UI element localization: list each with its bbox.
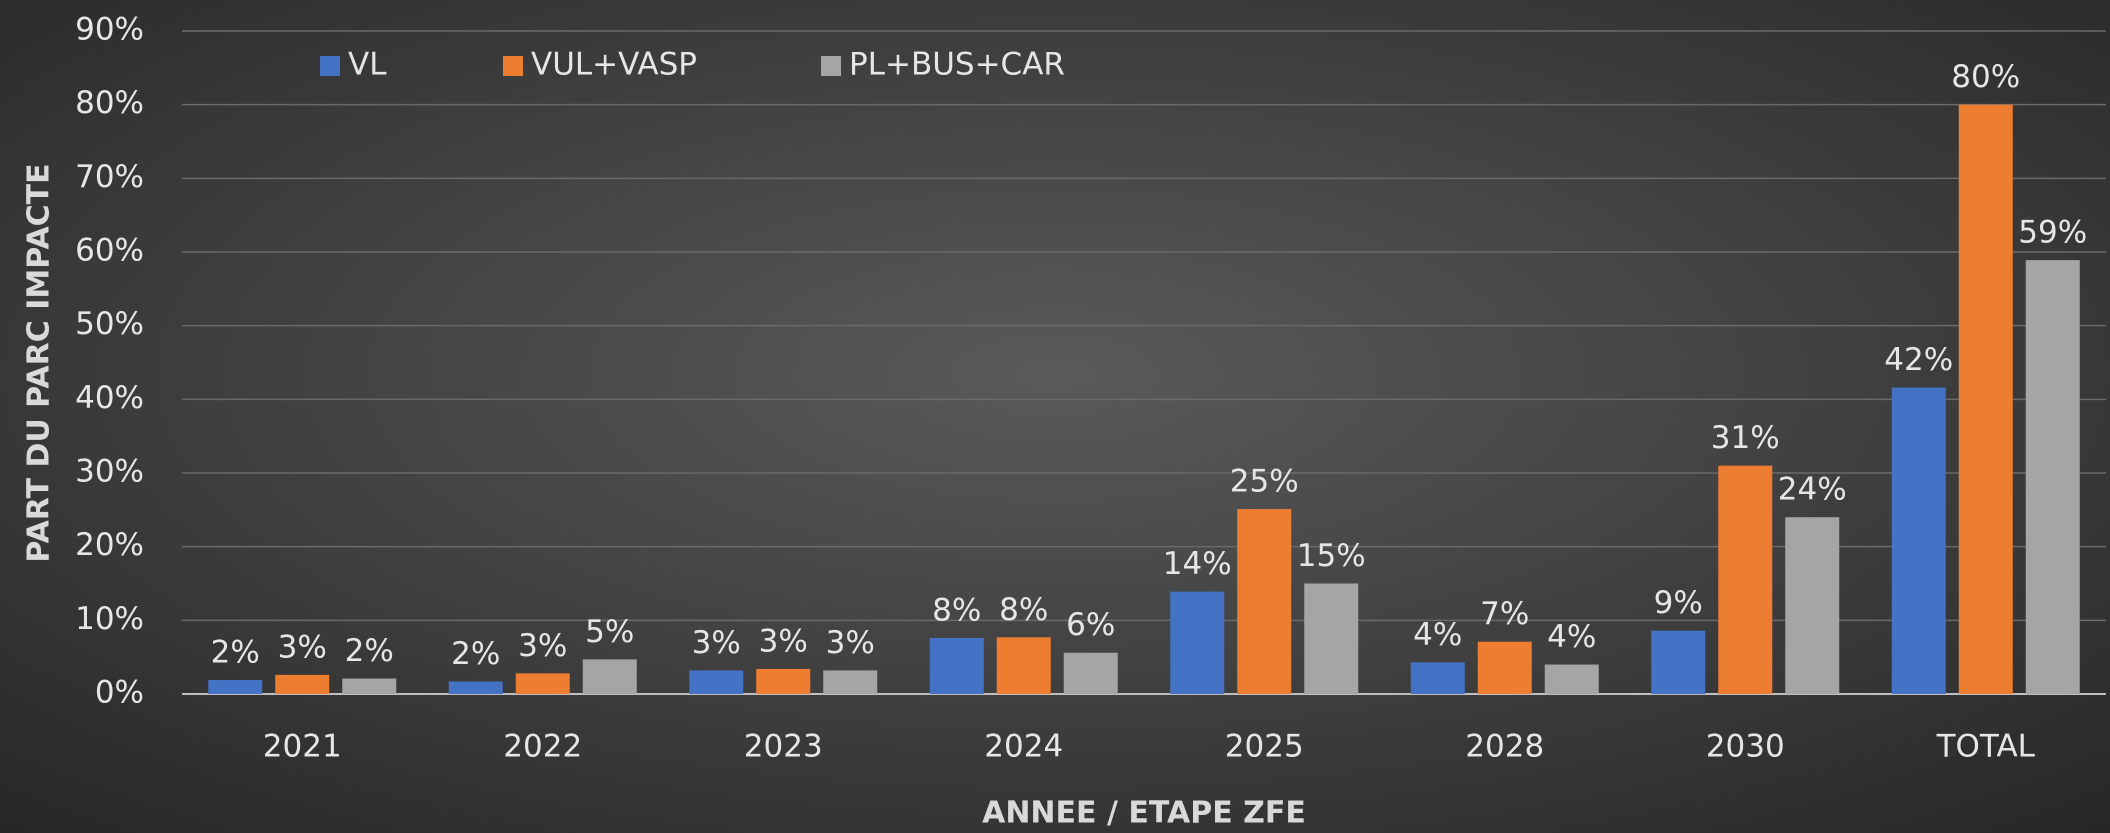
data-label: 5% [585,614,634,650]
data-label: 80% [1951,59,2020,95]
bar [208,680,263,694]
bar [929,638,984,694]
data-label: 59% [2018,215,2087,251]
legend-swatch [320,56,340,76]
bar [448,681,503,694]
legend-swatch [821,56,841,76]
data-label: 25% [1230,464,1299,500]
y-tick-label: 80% [75,85,144,121]
data-label: 3% [826,625,875,661]
data-label: 2% [451,636,500,672]
x-axis-title: ANNEE / ETAPE ZFE [982,796,1306,831]
legend-label: VUL+VASP [531,47,697,83]
bar [1785,517,1840,694]
bar [582,659,637,694]
data-label: 42% [1884,342,1953,378]
data-label: 3% [518,628,567,664]
bar [1651,630,1706,694]
data-label: 9% [1654,585,1703,621]
data-label: 14% [1163,546,1232,582]
data-label: 15% [1297,538,1366,574]
bar [1958,104,2013,694]
bar [689,670,744,694]
data-label: 7% [1480,596,1529,632]
data-label: 2% [345,633,394,669]
bar [1477,641,1532,694]
data-label: 4% [1547,619,1596,655]
y-tick-label: 30% [75,454,144,490]
y-tick-label: 0% [95,675,144,711]
x-tick-label: 2025 [1225,729,1304,765]
x-tick-label: 2030 [1706,729,1785,765]
bar [275,674,330,694]
data-label: 31% [1711,420,1780,456]
bar [515,673,570,694]
y-tick-label: 10% [75,601,144,637]
data-label: 24% [1778,472,1847,508]
bar [1063,652,1118,694]
bar [2025,260,2080,694]
y-tick-label: 40% [75,380,144,416]
bar [1237,509,1292,694]
x-tick-label: 2022 [503,729,582,765]
x-tick-label: 2023 [744,729,823,765]
data-label: 8% [999,592,1048,628]
bar [1410,662,1465,694]
data-label: 2% [211,635,260,671]
data-label: 3% [759,623,808,659]
x-tick-label: 2024 [984,729,1063,765]
data-label: 8% [932,593,981,629]
y-tick-label: 60% [75,233,144,269]
x-tick-label: 2028 [1465,729,1544,765]
y-tick-label: 70% [75,159,144,195]
data-label: 3% [278,629,327,665]
bar [756,668,811,694]
legend-label: VL [348,47,387,83]
bar [996,637,1051,694]
x-tick-label: TOTAL [1936,729,2036,765]
bar [342,678,397,694]
legend-label: PL+BUS+CAR [849,47,1065,83]
bar [1170,591,1225,694]
bar [1718,465,1773,694]
y-tick-label: 50% [75,306,144,342]
data-label: 6% [1066,607,1115,643]
bar [1304,583,1359,694]
bar [823,670,878,694]
y-tick-label: 20% [75,527,144,563]
legend-swatch [503,56,523,76]
bar [1544,664,1599,694]
x-tick-label: 2021 [263,729,342,765]
y-axis-title: PART DU PARC IMPACTE [22,163,57,562]
data-label: 4% [1413,617,1462,653]
y-tick-label: 90% [75,12,144,48]
data-label: 3% [692,625,741,661]
bar [1891,387,1946,694]
